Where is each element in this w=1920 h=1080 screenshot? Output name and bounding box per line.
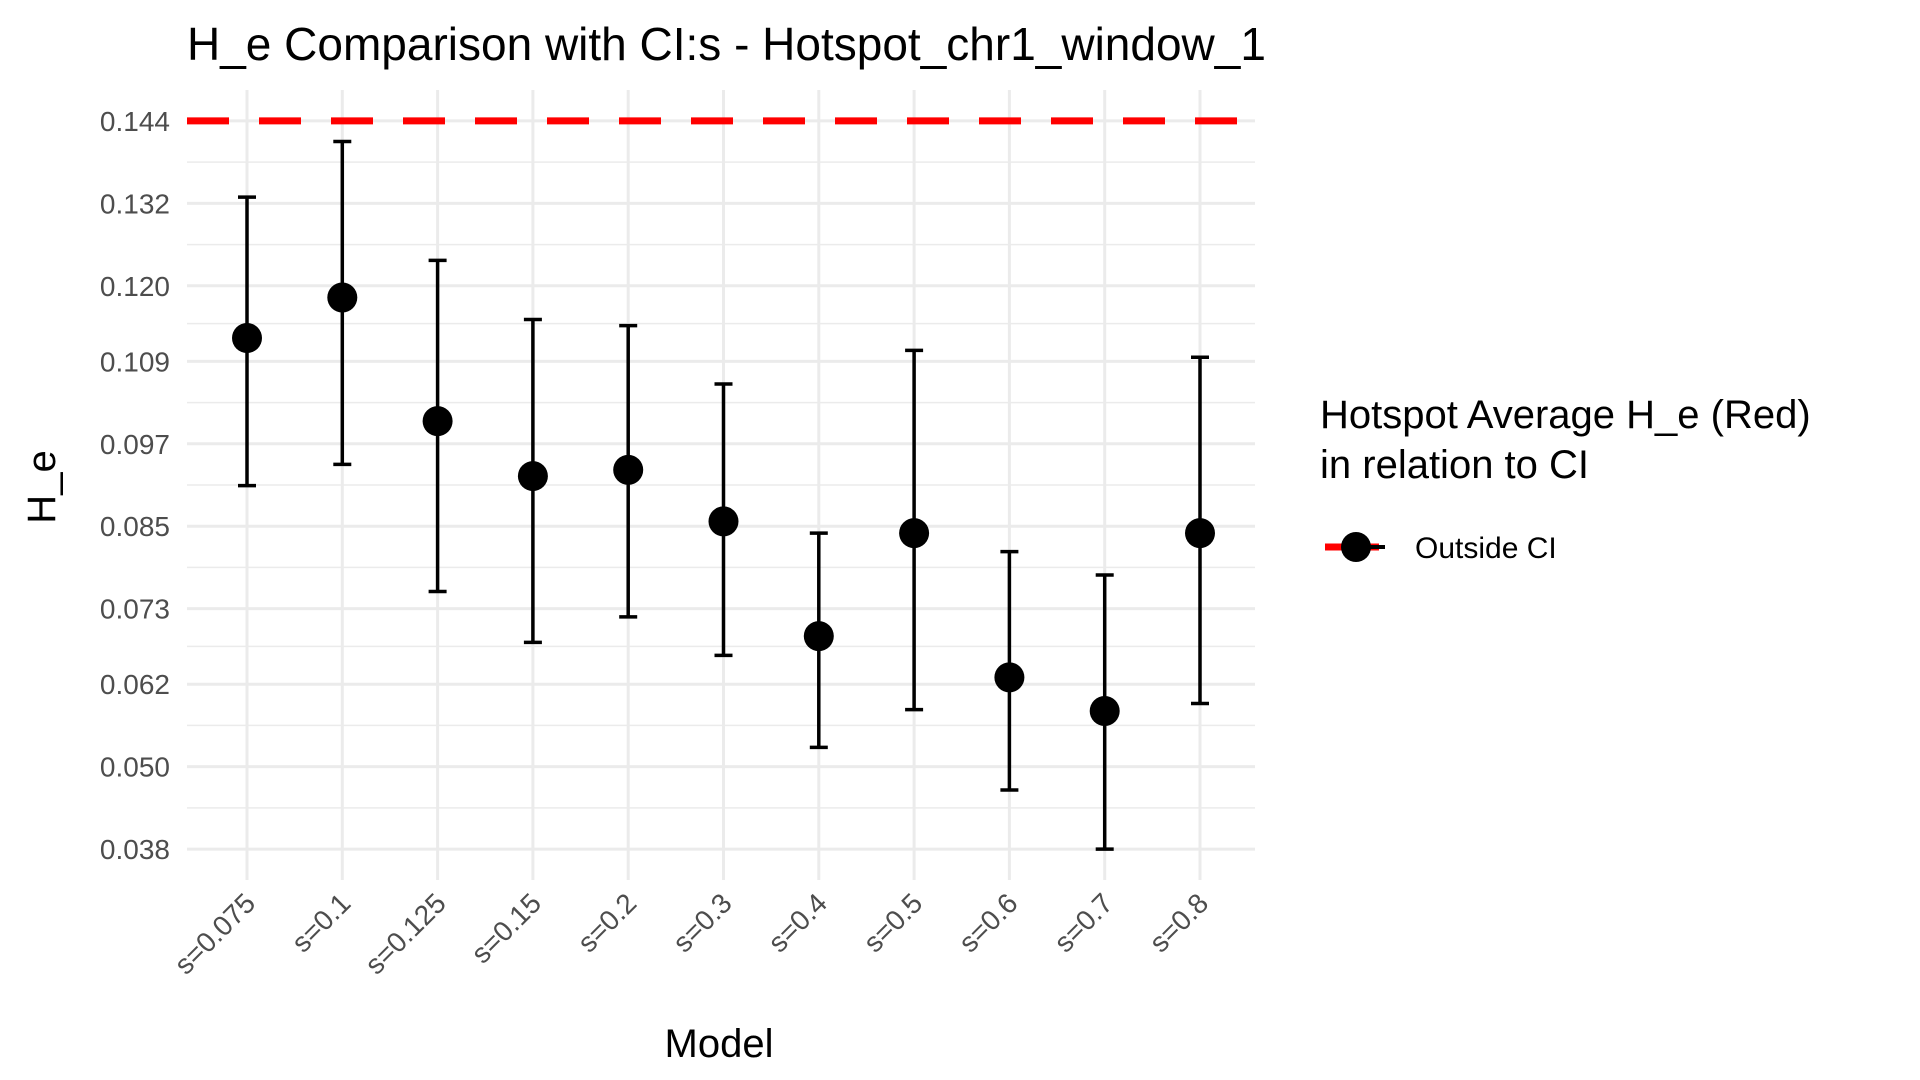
data-points (232, 282, 1215, 727)
data-point (327, 282, 358, 313)
legend-entry-outside-ci: Outside CI (1415, 532, 1557, 565)
y-tick-label: 0.132 (100, 188, 170, 219)
legend-title-line2: in relation to CI (1320, 443, 1589, 487)
x-tick-label: s=0.4 (762, 887, 833, 958)
y-tick-label: 0.062 (100, 669, 170, 700)
x-tick-label: s=0.6 (953, 887, 1024, 958)
y-tick-label: 0.085 (100, 511, 170, 542)
legend: Hotspot Average H_e (Red) in relation to… (1320, 393, 1811, 565)
data-point (708, 506, 739, 537)
legend-key-point (1341, 532, 1371, 562)
x-tick-label: s=0.2 (572, 887, 643, 958)
data-point (994, 662, 1025, 693)
x-tick-label: s=0.1 (286, 887, 357, 958)
y-tick-label: 0.050 (100, 752, 170, 783)
y-tick-label: 0.109 (100, 346, 170, 377)
data-point (422, 406, 453, 437)
y-axis-ticks: 0.038 0.050 0.062 0.073 0.085 0.097 0.109 0.120… (100, 106, 170, 865)
x-axis-ticks: s=0.075 s=0.1 s=0.125 s=0.15 s=0.2 s=0.3 s=0.4… (168, 887, 1214, 980)
x-axis-title: Model (665, 1022, 774, 1066)
x-tick-label: s=0.5 (857, 887, 928, 958)
y-axis-title: H_e (20, 450, 64, 523)
x-tick-label: s=0.15 (465, 887, 547, 969)
legend-title-line1: Hotspot Average H_e (Red) (1320, 393, 1811, 437)
y-tick-label: 0.073 (100, 594, 170, 625)
x-tick-label: s=0.7 (1048, 887, 1119, 958)
x-tick-label: s=0.3 (667, 887, 738, 958)
x-tick-label: s=0.8 (1143, 887, 1214, 958)
y-tick-label: 0.120 (100, 271, 170, 302)
y-tick-label: 0.097 (100, 429, 170, 460)
grid (187, 90, 1255, 880)
data-point (1089, 696, 1120, 727)
data-point (613, 454, 644, 485)
x-tick-label: s=0.125 (359, 887, 452, 980)
data-point (803, 621, 834, 652)
data-point (899, 518, 930, 549)
data-point (1185, 518, 1215, 549)
chart-title: H_e Comparison with CI:s - Hotspot_chr1_… (187, 18, 1266, 70)
x-tick-label: s=0.075 (168, 887, 261, 980)
y-tick-label: 0.038 (100, 834, 170, 865)
data-point (232, 322, 262, 353)
y-tick-label: 0.144 (100, 106, 170, 137)
data-point (517, 461, 548, 492)
